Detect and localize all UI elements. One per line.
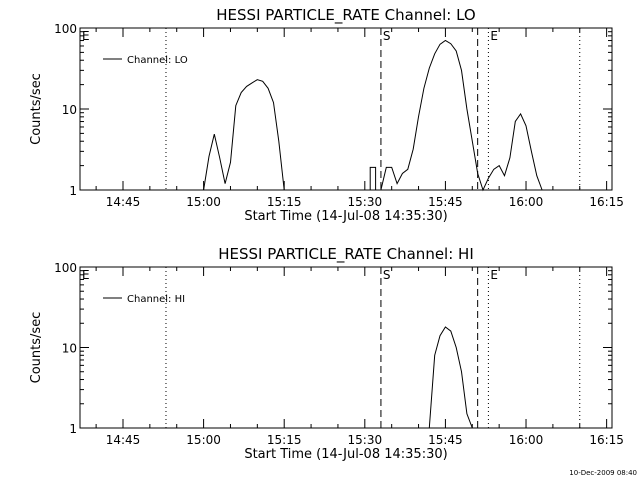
legend-label: Channel: HI <box>127 294 185 305</box>
x-tick-label: 15:30 <box>348 433 383 447</box>
y-tick-label: 1 <box>69 422 77 436</box>
x-tick-label: 15:45 <box>428 433 463 447</box>
x-tick-label: 15:30 <box>348 195 383 209</box>
plot-frame <box>79 27 613 191</box>
x-tick-label: 16:00 <box>509 433 544 447</box>
x-tick-label: 16:15 <box>589 433 624 447</box>
x-tick-label: 15:45 <box>428 195 463 209</box>
legend: Channel: LO <box>103 55 188 66</box>
x-tick-label: 14:45 <box>106 433 141 447</box>
x-axis-label: Start Time (14-Jul-08 14:35:30) <box>244 447 447 462</box>
x-tick-label: 15:15 <box>267 195 302 209</box>
x-axis-label: Start Time (14-Jul-08 14:35:30) <box>244 209 447 224</box>
y-tick-label: 10 <box>62 103 77 117</box>
x-tick-label: 16:15 <box>589 195 624 209</box>
chart-title: HESSI PARTICLE_RATE Channel: LO <box>216 6 475 25</box>
panel-hi: HESSI PARTICLE_RATE Channel: HI 14:45 15:0… <box>29 245 624 462</box>
marker-label: E <box>490 29 498 43</box>
marker-label: S <box>383 268 391 282</box>
marker-label: E <box>490 268 498 282</box>
chart-title: HESSI PARTICLE_RATE Channel: HI <box>218 245 474 264</box>
y-axis-label: Counts/sec <box>29 73 44 145</box>
x-tick-label: 16:00 <box>509 195 544 209</box>
panel-lo: HESSI PARTICLE_RATE Channel: LO 14:45 15:0… <box>29 6 624 224</box>
x-tick-label: 14:45 <box>106 195 141 209</box>
legend: Channel: HI <box>103 294 185 305</box>
y-tick-label: 1 <box>69 184 77 198</box>
y-tick-label: 100 <box>54 22 77 36</box>
legend-label: Channel: LO <box>127 55 188 66</box>
series-line <box>203 39 543 192</box>
x-tick-label: 15:00 <box>186 433 221 447</box>
x-tick-label: 15:00 <box>186 195 221 209</box>
marker-label: S <box>383 29 391 43</box>
plot-frame <box>79 266 613 429</box>
timestamp: 10-Dec-2009 08:40 <box>569 469 637 477</box>
marker-label: E <box>82 29 90 43</box>
series-line <box>428 326 473 429</box>
y-tick-label: 100 <box>54 261 77 275</box>
y-tick-label: 10 <box>62 342 77 356</box>
y-axis-label: Counts/sec <box>29 312 44 384</box>
marker-label: E <box>82 268 90 282</box>
x-tick-label: 15:15 <box>267 433 302 447</box>
